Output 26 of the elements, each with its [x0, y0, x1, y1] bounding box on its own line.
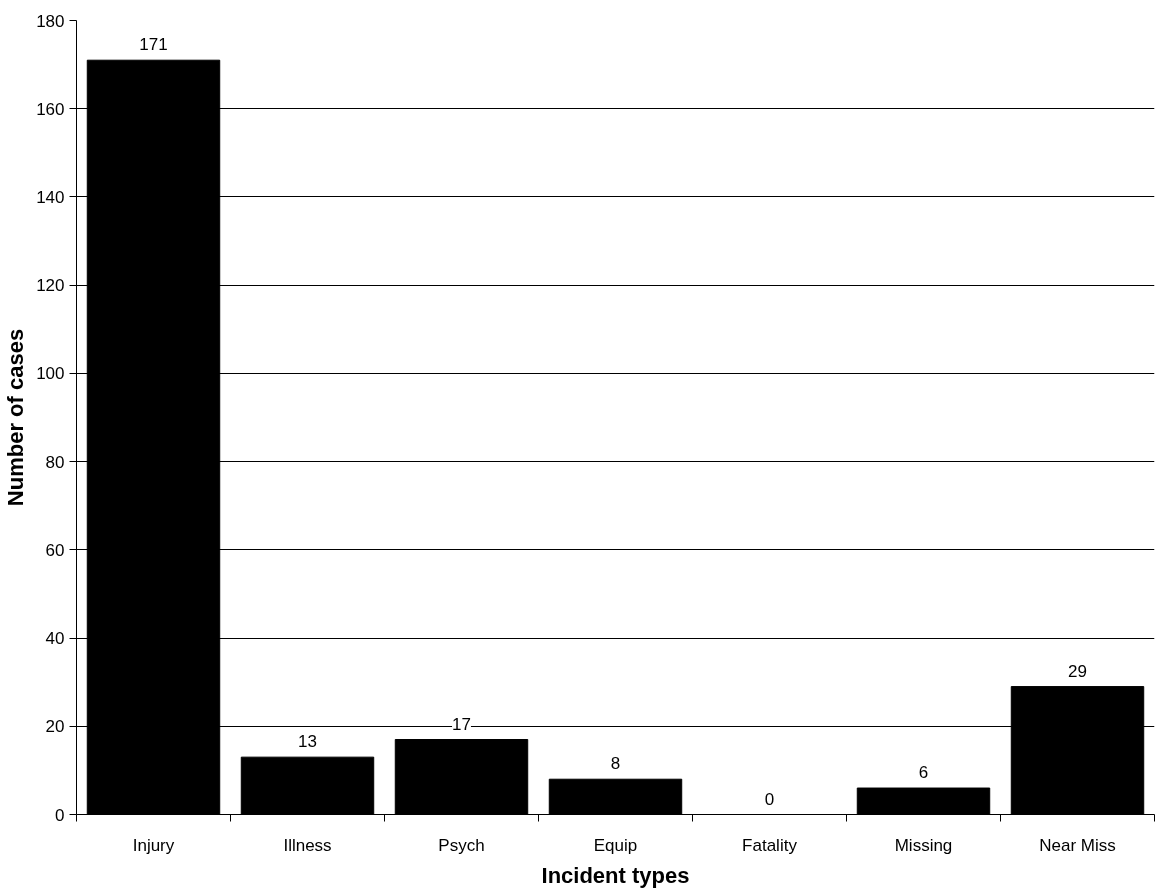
x-tick-label: Injury: [132, 835, 175, 855]
data-label: 13: [298, 732, 317, 752]
data-label: 171: [139, 35, 168, 55]
data-label: 6: [918, 763, 929, 783]
y-tick-label: 80: [45, 452, 65, 472]
y-tick-label: 60: [45, 540, 65, 560]
data-label: 17: [452, 714, 471, 734]
y-axis-title: Number of cases: [3, 328, 29, 507]
x-tick-label: Illness: [283, 835, 332, 855]
x-tick-label: Near Miss: [1039, 835, 1116, 855]
y-tick-label: 120: [36, 276, 65, 296]
x-axis-title: Incident types: [541, 862, 690, 888]
x-tick-label: Fatality: [742, 835, 798, 855]
data-label: 0: [764, 789, 775, 809]
y-tick-label: 160: [36, 99, 65, 119]
data-label: 29: [1068, 661, 1087, 681]
x-tick-label: Equip: [593, 835, 638, 855]
y-tick-label: 100: [36, 364, 65, 384]
data-label: 8: [610, 754, 621, 774]
y-tick-label: 140: [36, 187, 65, 207]
y-tick-label: 180: [36, 11, 65, 31]
x-tick-label: Missing: [894, 835, 953, 855]
y-tick-label: 0: [55, 805, 65, 825]
y-tick-label: 20: [45, 717, 65, 737]
x-tick-label: Psych: [438, 835, 485, 855]
y-tick-label: 40: [45, 629, 65, 649]
